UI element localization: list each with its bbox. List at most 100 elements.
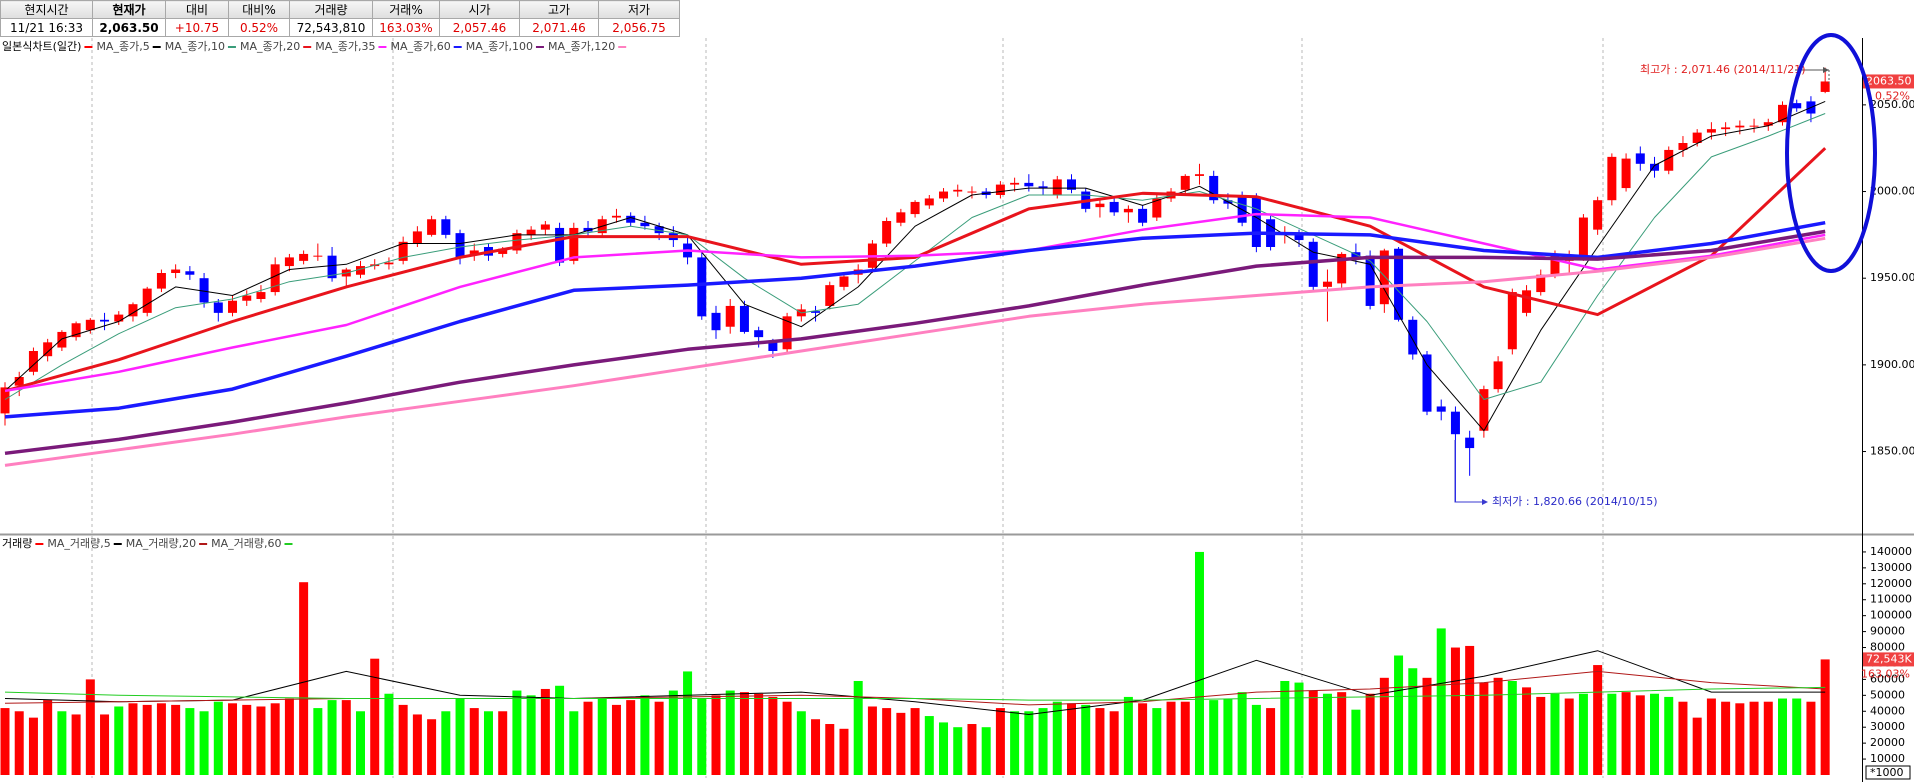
candle-body xyxy=(1109,201,1119,213)
candle-body xyxy=(782,316,792,350)
volume-bar xyxy=(1024,711,1034,775)
header-cell: 시가 xyxy=(439,0,520,19)
y-tick-label: 30000 xyxy=(1870,720,1905,733)
volume-bar xyxy=(1550,693,1560,775)
volume-bar xyxy=(654,701,664,775)
volume-bar xyxy=(540,688,550,775)
candle-body xyxy=(882,221,892,244)
value-cell: 72,543,810 xyxy=(289,18,373,37)
volume-bar xyxy=(14,711,24,775)
volume-bar xyxy=(100,714,110,775)
volume-bar xyxy=(626,700,636,775)
candle-body xyxy=(1735,125,1745,128)
current-value-box xyxy=(1863,74,1914,89)
candle-body xyxy=(384,262,394,265)
candle-body xyxy=(512,233,522,251)
y-tick-label: 1950.00 xyxy=(1870,271,1914,284)
candle-body xyxy=(953,189,963,192)
volume-bar xyxy=(583,701,593,775)
candle-body xyxy=(1479,389,1489,431)
volume-bar xyxy=(370,658,380,775)
y-tick-label: 1900.00 xyxy=(1870,358,1914,371)
candle-body xyxy=(1635,153,1645,164)
header-cell: 대비 xyxy=(165,0,229,19)
volume-bar xyxy=(1166,701,1176,775)
header-cell: 거래% xyxy=(372,0,440,19)
y-tick-label: 100000 xyxy=(1870,609,1912,622)
candle-body xyxy=(327,255,337,279)
candle-body xyxy=(1024,182,1034,187)
volume-bar xyxy=(597,698,607,775)
volume-bar xyxy=(967,724,977,775)
volume-bar xyxy=(284,698,294,775)
candle-body xyxy=(1650,163,1660,171)
candle-body xyxy=(924,198,934,206)
volume-bar xyxy=(1109,711,1119,775)
volume-bar xyxy=(1351,709,1361,775)
candle-body xyxy=(1678,143,1688,150)
volume-bar xyxy=(924,716,934,775)
candle-body xyxy=(725,305,735,327)
volume-bar xyxy=(1223,698,1233,775)
volume-bar xyxy=(28,717,38,775)
candle-body xyxy=(1436,406,1446,412)
candle-body xyxy=(270,264,280,293)
volume-bar xyxy=(1422,677,1432,775)
y-tick-label: 10000 xyxy=(1870,752,1905,765)
volume-bar xyxy=(142,704,152,775)
volume-bar xyxy=(1735,703,1745,775)
volume-bar xyxy=(1408,668,1418,775)
volume-bar xyxy=(853,680,863,775)
volume-bar xyxy=(1692,717,1702,775)
volume-bar xyxy=(1664,696,1674,775)
volume-bar xyxy=(1081,704,1091,775)
candle-body xyxy=(1522,290,1532,313)
candle-body xyxy=(1322,281,1332,287)
y-tick-label: 80000 xyxy=(1870,641,1905,654)
candle-body xyxy=(1294,234,1304,241)
candle-body xyxy=(540,224,550,230)
legend-label: MA_종가,120 xyxy=(548,40,615,53)
candle-body xyxy=(1578,217,1588,258)
low-arrow xyxy=(1454,440,1486,503)
volume-bar xyxy=(640,695,650,775)
candle-body xyxy=(1337,253,1347,284)
value-cell: 2,056.75 xyxy=(598,18,680,37)
volume-bar xyxy=(1749,701,1759,775)
current-value-label: 72,543K xyxy=(1866,652,1912,665)
volume-bar xyxy=(1607,693,1617,775)
legend-title: 일본식차트(일간) xyxy=(2,39,81,53)
volume-bar xyxy=(1266,708,1276,775)
volume-bar xyxy=(412,714,422,775)
volume-bar xyxy=(782,701,792,775)
volume-bar xyxy=(156,703,166,775)
volume-bar xyxy=(57,711,67,775)
volume-bar xyxy=(1450,647,1460,775)
volume-bar xyxy=(512,690,522,775)
y-tick-label: 110000 xyxy=(1870,593,1912,606)
y-tick-label: 60000 xyxy=(1870,672,1905,685)
candle-body xyxy=(754,330,764,338)
candle-body xyxy=(1621,158,1631,189)
candle-body xyxy=(1792,103,1802,109)
volume-bar xyxy=(1280,680,1290,775)
header-cell: 현재가 xyxy=(92,0,166,19)
volume-bar xyxy=(896,712,906,775)
candle-body xyxy=(825,285,835,306)
ma-line xyxy=(4,229,1826,456)
y-tick-label: 40000 xyxy=(1870,704,1905,717)
candle-body xyxy=(555,227,565,263)
y-tick-label: 50000 xyxy=(1870,688,1905,701)
candle-body xyxy=(28,351,38,372)
volume-bar xyxy=(981,727,991,775)
candle-body xyxy=(1550,253,1560,275)
ma-line xyxy=(4,147,1827,393)
value-cell: 0.52% xyxy=(228,18,290,37)
volume-bar xyxy=(1465,645,1475,775)
volume-bar xyxy=(1194,551,1204,775)
volume-bar xyxy=(1820,659,1830,775)
volume-bar xyxy=(1578,693,1588,775)
legend-label: MA_종가,100 xyxy=(466,40,533,53)
candle-body xyxy=(1507,292,1517,350)
